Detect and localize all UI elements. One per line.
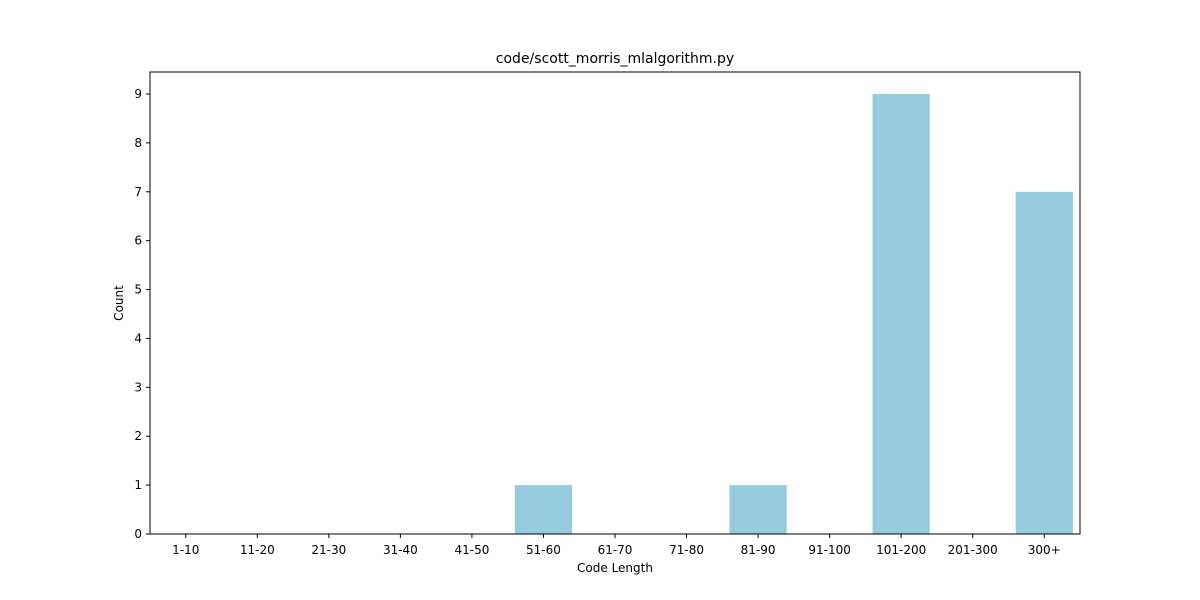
y-tick-label: 8 [134, 136, 142, 150]
x-tick-label: 41-50 [454, 543, 489, 557]
x-tick-label: 11-20 [240, 543, 275, 557]
bar-51-60 [514, 485, 573, 534]
y-axis-ticks: 0 1 2 3 4 5 6 7 8 9 [134, 87, 150, 541]
y-axis-label: Count [112, 285, 126, 321]
y-tick-label: 2 [134, 429, 142, 443]
x-tick-label: 31-40 [383, 543, 418, 557]
x-tick-label: 81-90 [741, 543, 776, 557]
x-axis-label: Code Length [577, 561, 653, 575]
x-tick-label: 21-30 [311, 543, 346, 557]
y-tick-label: 3 [134, 380, 142, 394]
bar-300+ [1015, 191, 1073, 534]
bar-81-90 [729, 485, 787, 534]
bars-group [514, 94, 1073, 534]
x-tick-label: 71-80 [669, 543, 704, 557]
x-tick-label: 300+ [1028, 543, 1061, 557]
x-tick-label: 101-200 [876, 543, 926, 557]
y-tick-label: 0 [134, 527, 142, 541]
y-tick-label: 6 [134, 234, 142, 248]
x-tick-label: 1-10 [172, 543, 199, 557]
y-tick-label: 4 [134, 331, 142, 345]
x-tick-label: 51-60 [526, 543, 561, 557]
y-tick-label: 9 [134, 87, 142, 101]
plot-area-frame [149, 71, 1081, 535]
x-tick-label: 91-100 [808, 543, 851, 557]
y-tick-label: 5 [134, 283, 142, 297]
x-tick-label: 61-70 [598, 543, 633, 557]
chart-title: code/scott_morris_mlalgorithm.py [496, 51, 734, 67]
y-tick-label: 1 [134, 478, 142, 492]
y-tick-label: 7 [134, 185, 142, 199]
bar-101-200 [872, 94, 930, 534]
x-axis-ticks: 1-10 11-20 21-30 31-40 41-50 51-60 61-70 71-80 8… [172, 534, 1061, 557]
x-tick-label: 201-300 [948, 543, 998, 557]
